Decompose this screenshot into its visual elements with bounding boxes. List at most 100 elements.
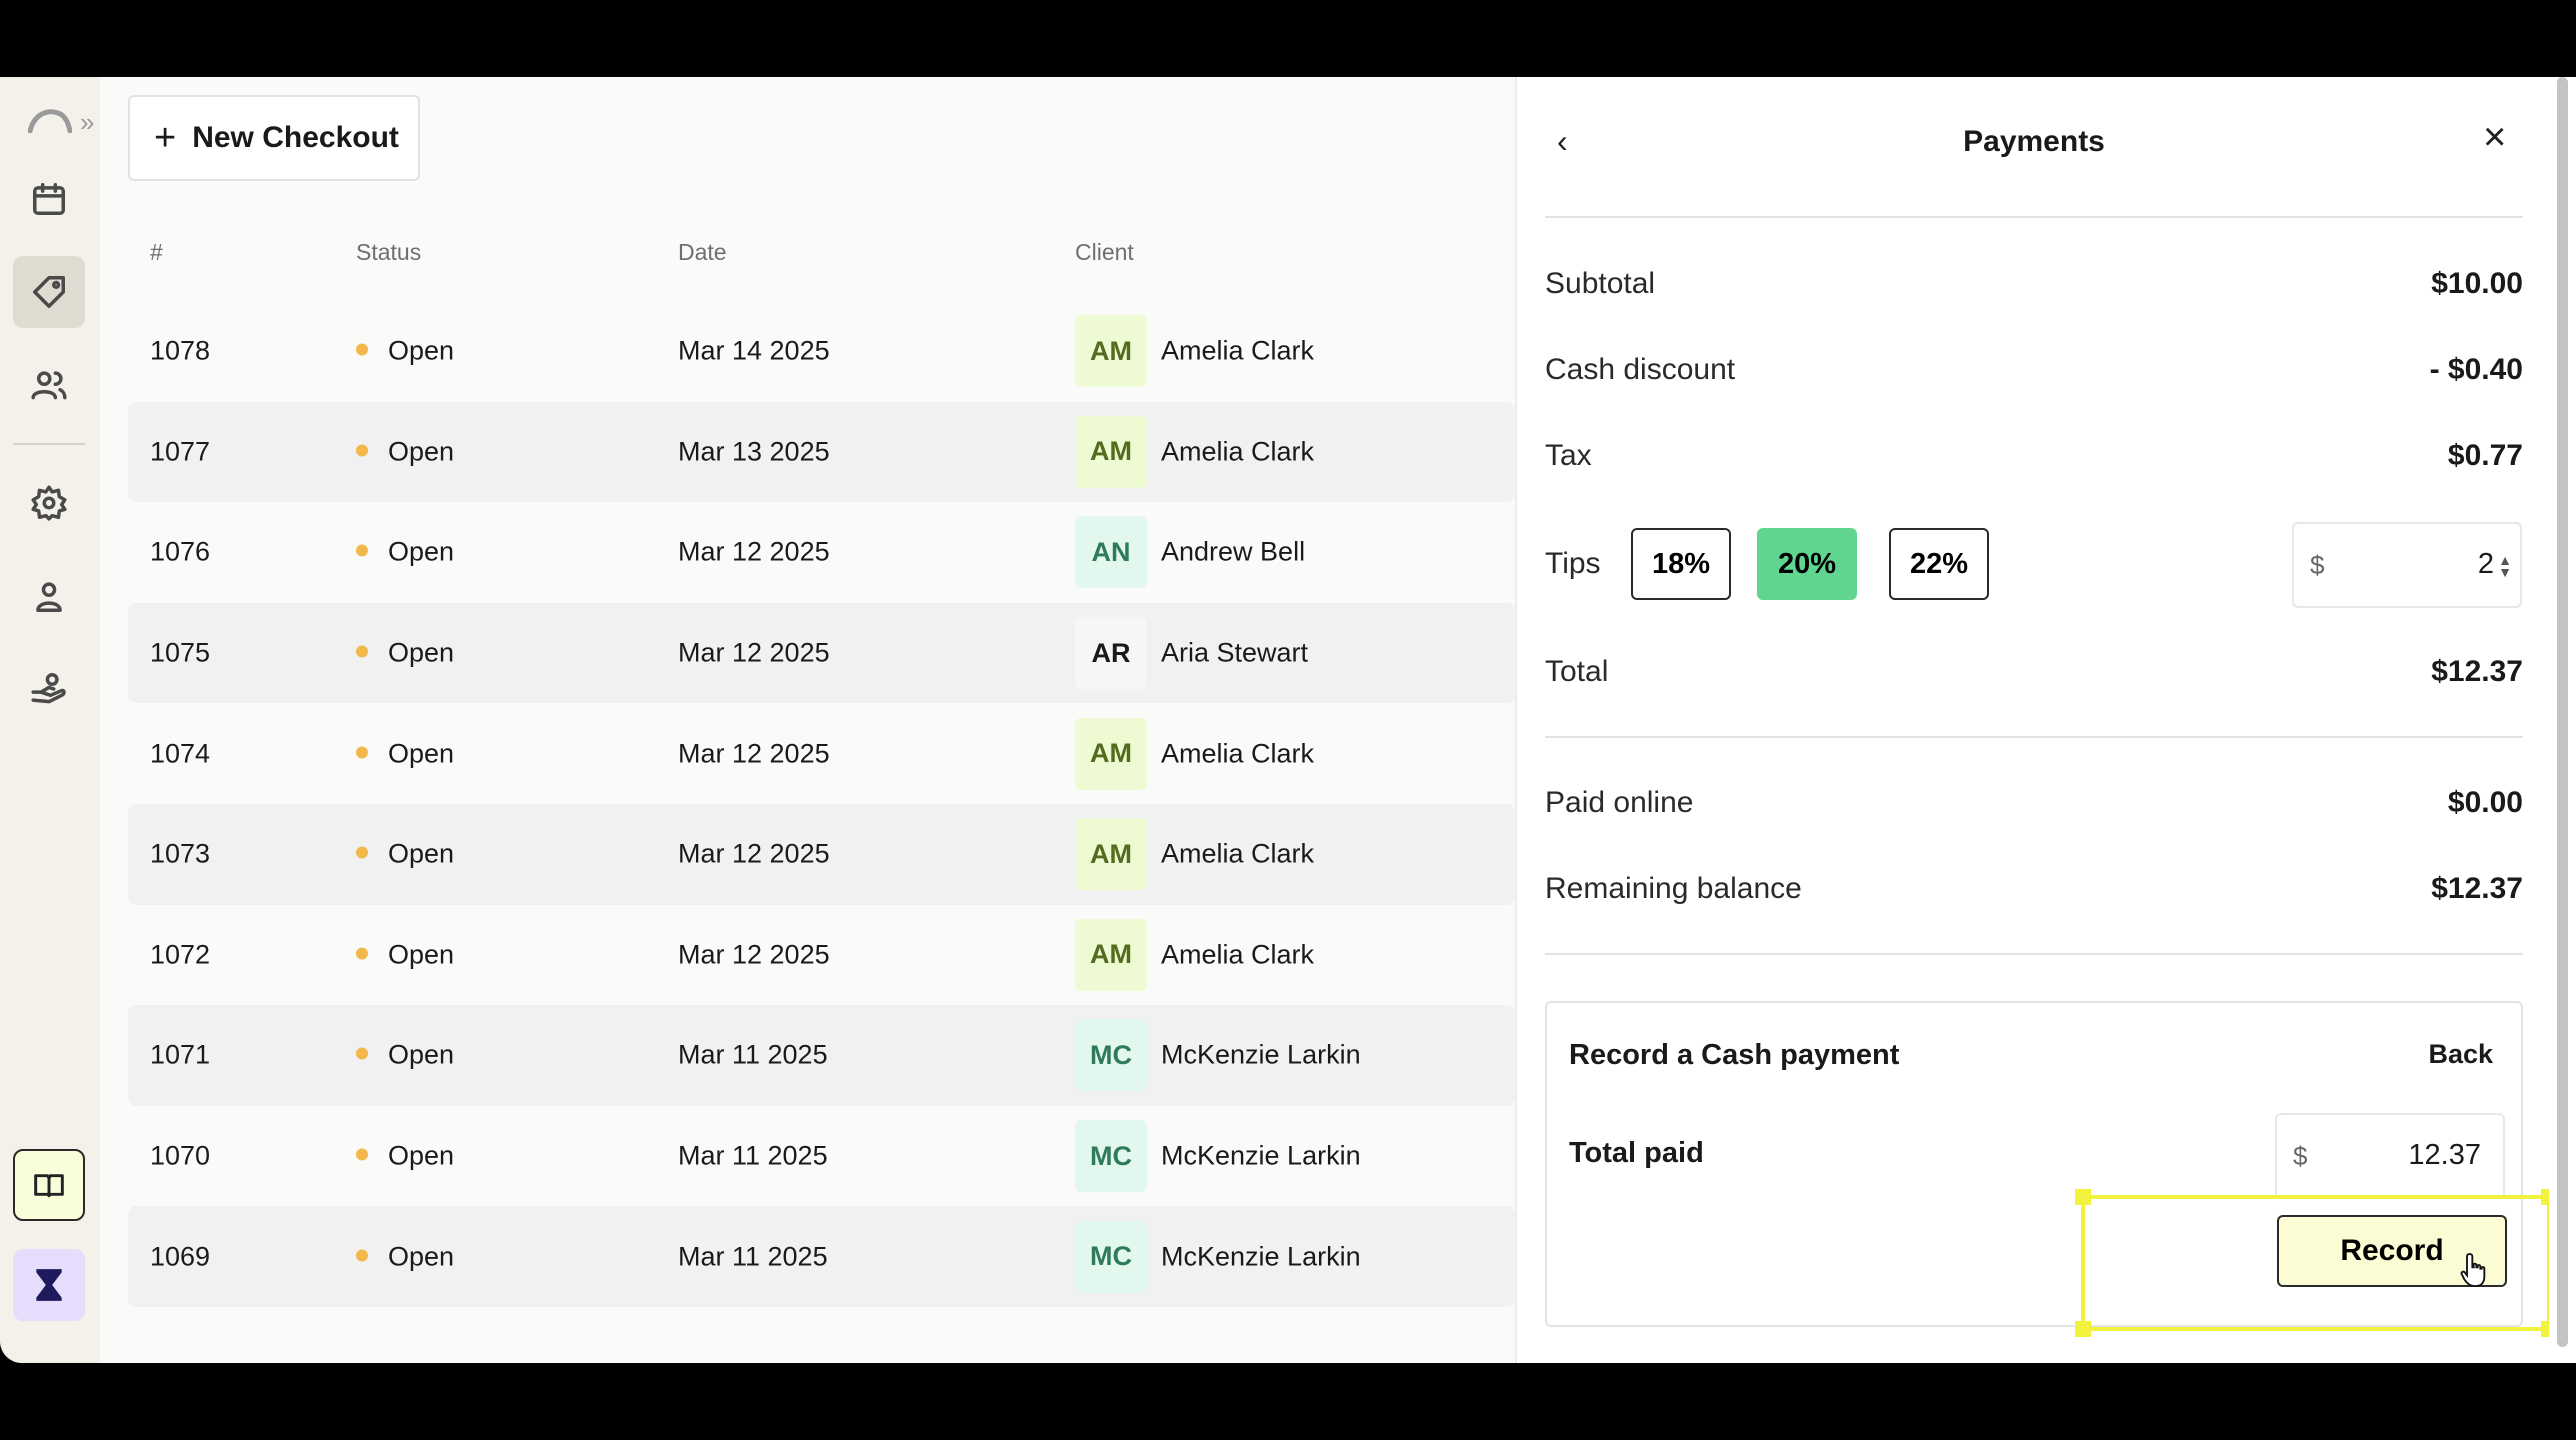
- table-row[interactable]: 1074 Open Mar 12 2025 AM Amelia Clark: [128, 703, 1515, 804]
- new-checkout-label: New Checkout: [192, 121, 399, 154]
- record-back-button[interactable]: Back: [2428, 1039, 2493, 1069]
- tip-amount-input[interactable]: $ 2 ▲ ▼: [2292, 522, 2522, 608]
- divider: [1545, 216, 2523, 218]
- hand-heart-icon: [31, 673, 66, 704]
- sidebar: »: [0, 77, 100, 1363]
- status-dot-icon: [356, 746, 368, 759]
- tax-label: Tax: [1545, 439, 1592, 472]
- gear-icon: [31, 485, 67, 521]
- table-row[interactable]: 1077 Open Mar 13 2025 AM Amelia Clark: [128, 401, 1515, 503]
- checkout-number: 1078: [150, 335, 211, 366]
- table-row[interactable]: 1072 Open Mar 12 2025 AM Amelia Clark: [128, 905, 1515, 1006]
- app-logo: [28, 109, 72, 133]
- client-name: Amelia Clark: [1161, 838, 1315, 869]
- app-window: » + New Checkout: [0, 77, 2576, 1363]
- highlight-corner: [2075, 1189, 2091, 1205]
- avatar: AM: [1075, 717, 1147, 790]
- status-label: Open: [388, 637, 455, 668]
- tip-option-20[interactable]: 20%: [1757, 528, 1857, 600]
- column-header-client[interactable]: Client: [1075, 239, 1134, 265]
- avatar: AN: [1075, 516, 1147, 589]
- column-header-date[interactable]: Date: [678, 239, 727, 265]
- column-header-status[interactable]: Status: [356, 239, 422, 265]
- avatar: AM: [1075, 415, 1147, 488]
- tip-amount-value: 2: [2477, 548, 2494, 580]
- sidebar-item-profile[interactable]: [13, 560, 85, 632]
- divider: [1545, 953, 2523, 955]
- client-name: Amelia Clark: [1161, 939, 1315, 970]
- table-row[interactable]: 1073 Open Mar 12 2025 AM Amelia Clark: [128, 803, 1515, 905]
- checkout-number: 1074: [150, 738, 211, 769]
- subtotal-row: Subtotal $10.00: [1545, 267, 2523, 301]
- total-value: $12.37: [2431, 655, 2523, 688]
- table-row[interactable]: 1078 Open Mar 14 2025 AM Amelia Clark: [128, 301, 1515, 402]
- total-row: Total $12.37: [1545, 655, 2523, 689]
- letterbox-top: [0, 0, 2576, 77]
- checkout-status: Open: [356, 336, 454, 367]
- checkout-list-area: + New Checkout # Status Date Client 1078…: [100, 77, 1515, 1363]
- client-name: McKenzie Larkin: [1161, 1039, 1361, 1070]
- panel-scrollbar[interactable]: [2549, 77, 2576, 1363]
- cash-discount-row: Cash discount - $0.40: [1545, 353, 2523, 387]
- total-paid-label: Total paid: [1569, 1137, 1704, 1169]
- checkout-status: Open: [356, 939, 454, 970]
- hourglass-icon: [36, 1269, 62, 1301]
- table-row[interactable]: 1075 Open Mar 12 2025 AR Aria Stewart: [128, 602, 1515, 704]
- paid-online-row: Paid online $0.00: [1545, 786, 2523, 820]
- back-arrow-icon[interactable]: ‹: [1557, 123, 1568, 159]
- tip-option-22[interactable]: 22%: [1889, 528, 1989, 600]
- sidebar-item-checkouts[interactable]: [13, 256, 85, 328]
- client-name: Amelia Clark: [1161, 436, 1315, 467]
- letterbox-bottom: [0, 1363, 2576, 1440]
- checkout-number: 1070: [150, 1140, 211, 1171]
- checkout-date: Mar 13 2025: [678, 436, 830, 467]
- close-icon[interactable]: ×: [2483, 115, 2507, 159]
- status-label: Open: [388, 536, 455, 567]
- paid-online-label: Paid online: [1545, 786, 1694, 819]
- avatar: AR: [1075, 617, 1147, 690]
- total-paid-input[interactable]: $ 12.37: [2275, 1113, 2505, 1199]
- status-label: Open: [388, 1140, 455, 1171]
- subtotal-value: $10.00: [2431, 267, 2523, 300]
- checkout-date: Mar 12 2025: [678, 536, 830, 567]
- status-label: Open: [388, 1039, 455, 1070]
- checkout-date: Mar 11 2025: [678, 1140, 828, 1171]
- sidebar-item-services[interactable]: [13, 653, 85, 725]
- checkout-number: 1071: [150, 1039, 211, 1070]
- timer-button[interactable]: [13, 1249, 85, 1321]
- checkout-date: Mar 12 2025: [678, 637, 830, 668]
- sidebar-item-calendar[interactable]: [13, 163, 85, 235]
- checkout-date: Mar 14 2025: [678, 335, 830, 366]
- client-name: Amelia Clark: [1161, 738, 1315, 769]
- column-header-number[interactable]: #: [150, 239, 163, 265]
- checkout-status: Open: [356, 436, 454, 467]
- table-row[interactable]: 1069 Open Mar 11 2025 MC McKenzie Larkin: [128, 1206, 1515, 1307]
- status-label: Open: [388, 1241, 455, 1272]
- status-label: Open: [388, 738, 455, 769]
- record-cash-payment-card: Record a Cash payment Back Total paid $ …: [1545, 1001, 2557, 1337]
- book-icon: [34, 1174, 64, 1198]
- tip-option-18[interactable]: 18%: [1631, 528, 1731, 600]
- checkout-status: Open: [356, 839, 454, 870]
- panel-title: Payments: [1963, 125, 2105, 158]
- scrollbar-thumb[interactable]: [2557, 77, 2568, 1347]
- remaining-balance-row: Remaining balance $12.37: [1545, 872, 2523, 906]
- expand-sidebar-icon[interactable]: »: [80, 107, 95, 137]
- checkout-date: Mar 11 2025: [678, 1039, 828, 1070]
- status-dot-icon: [356, 947, 368, 960]
- users-icon: [31, 371, 67, 400]
- guide-button[interactable]: [13, 1149, 85, 1221]
- record-button[interactable]: Record: [2277, 1215, 2507, 1287]
- payments-panel: ‹ Payments × Subtotal $10.00 Cash discou…: [1515, 77, 2557, 1363]
- table-row[interactable]: 1071 Open Mar 11 2025 MC McKenzie Larkin: [128, 1005, 1515, 1106]
- sidebar-item-settings[interactable]: [13, 467, 85, 539]
- new-checkout-button[interactable]: + New Checkout: [128, 95, 420, 181]
- sidebar-item-clients[interactable]: [13, 349, 85, 421]
- checkout-number: 1069: [150, 1241, 211, 1272]
- stepper-icon[interactable]: ▲ ▼: [2498, 552, 2512, 580]
- checkout-status: Open: [356, 537, 454, 568]
- table-row[interactable]: 1070 Open Mar 11 2025 MC McKenzie Larkin: [128, 1106, 1515, 1207]
- status-dot-icon: [356, 343, 368, 356]
- client-name: Aria Stewart: [1161, 637, 1309, 668]
- table-row[interactable]: 1076 Open Mar 12 2025 AN Andrew Bell: [128, 502, 1515, 603]
